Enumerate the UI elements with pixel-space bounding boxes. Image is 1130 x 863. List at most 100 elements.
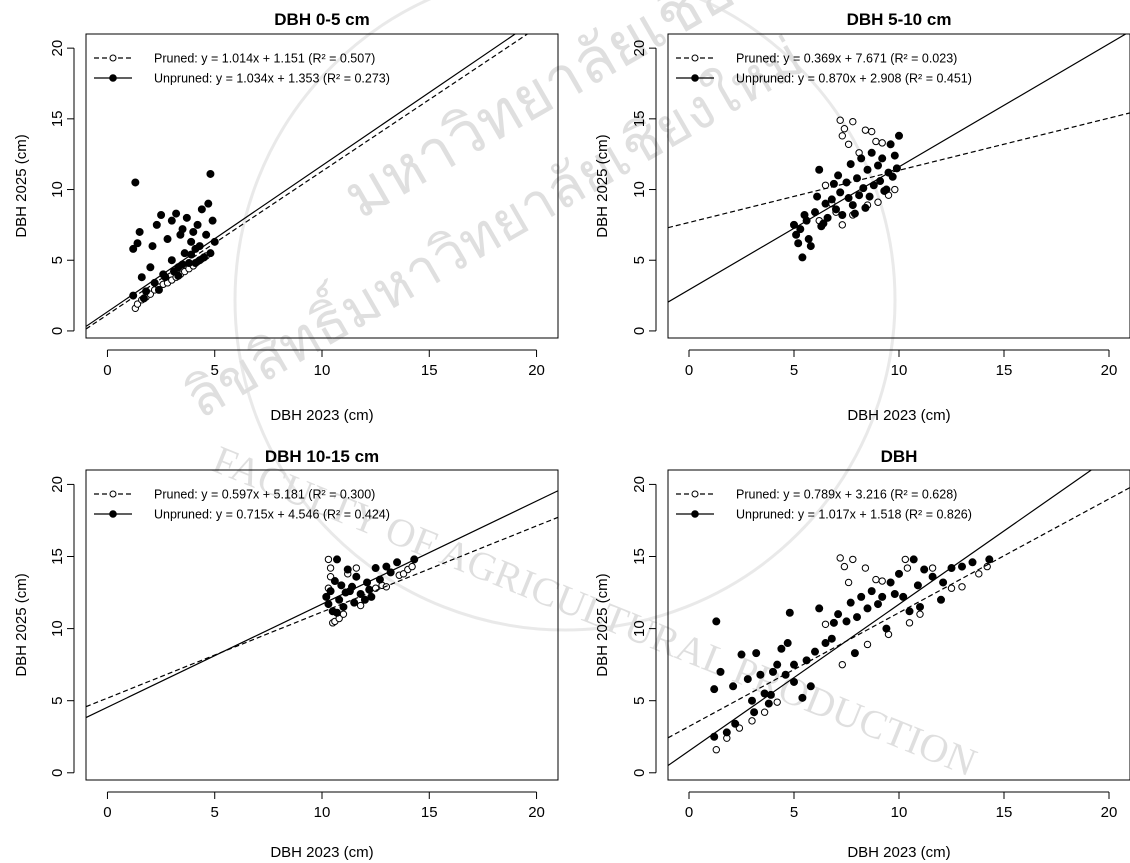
chart-title: DBH 10-15 cm bbox=[265, 447, 379, 466]
point-unpruned bbox=[806, 682, 815, 691]
legend-entry-unpruned: Unpruned: y = 0.870x + 2.908 (R² = 0.451… bbox=[736, 72, 972, 86]
point-pruned bbox=[928, 564, 937, 572]
point-unpruned bbox=[337, 581, 346, 590]
point-unpruned bbox=[197, 205, 206, 214]
chart-panel-1: DBH 0-5 cm 0 5 10 15 20 0 5 10 15 20 DBH 2023 (cm) D… bbox=[13, 10, 559, 424]
point-unpruned bbox=[743, 675, 752, 684]
point-unpruned bbox=[773, 660, 782, 669]
plot-area bbox=[668, 34, 1130, 303]
point-unpruned bbox=[790, 677, 799, 686]
point-unpruned bbox=[792, 230, 801, 239]
point-unpruned bbox=[137, 273, 146, 282]
point-pruned bbox=[861, 564, 870, 572]
point-unpruned bbox=[886, 578, 895, 587]
point-unpruned bbox=[781, 670, 790, 679]
point-unpruned bbox=[139, 294, 148, 303]
point-unpruned bbox=[769, 667, 778, 676]
point-pruned bbox=[836, 116, 844, 124]
point-unpruned bbox=[878, 592, 887, 601]
x-tick-label: 10 bbox=[314, 804, 331, 821]
point-unpruned bbox=[895, 131, 904, 140]
plot-frame bbox=[85, 469, 559, 781]
point-unpruned bbox=[853, 174, 862, 183]
chart-title: DBH 0-5 cm bbox=[274, 10, 369, 29]
x-tick-label: 5 bbox=[211, 362, 219, 379]
point-unpruned bbox=[371, 564, 380, 573]
point-pruned bbox=[408, 562, 416, 571]
point-unpruned bbox=[806, 242, 815, 251]
y-axis-label: DBH 2025 (cm) bbox=[13, 134, 30, 237]
x-axis-label: DBH 2023 (cm) bbox=[270, 844, 373, 861]
chart-panel-2: DBH 5-10 cm 0 5 10 15 20 0 5 10 15 20 DBH 2023 (cm)… bbox=[594, 10, 1130, 424]
y-tick-label: 0 bbox=[631, 769, 648, 777]
point-unpruned bbox=[712, 617, 721, 626]
point-pruned bbox=[133, 300, 142, 308]
y-tick-label: 0 bbox=[49, 769, 66, 777]
point-unpruned bbox=[857, 592, 866, 601]
y-axis-label: DBH 2025 (cm) bbox=[594, 134, 611, 237]
point-pruned bbox=[356, 601, 365, 610]
point-unpruned bbox=[827, 195, 836, 204]
point-unpruned bbox=[167, 256, 176, 265]
point-pruned bbox=[903, 564, 912, 572]
point-pruned bbox=[821, 620, 830, 628]
point-unpruned bbox=[360, 595, 369, 604]
point-unpruned bbox=[796, 225, 805, 234]
point-unpruned bbox=[867, 587, 876, 596]
x-tick-label: 20 bbox=[528, 804, 545, 821]
point-pruned bbox=[840, 125, 849, 133]
point-unpruned bbox=[352, 572, 361, 581]
point-pruned bbox=[874, 198, 882, 206]
point-pruned bbox=[868, 127, 876, 136]
point-unpruned bbox=[874, 161, 883, 170]
legend-marker-pruned bbox=[691, 54, 699, 62]
y-tick-label: 5 bbox=[631, 256, 648, 264]
point-unpruned bbox=[356, 590, 365, 599]
point-unpruned bbox=[888, 172, 897, 181]
point-unpruned bbox=[204, 199, 213, 208]
x-tick-label: 10 bbox=[891, 804, 908, 821]
legend-marker-unpruned bbox=[691, 74, 699, 82]
fit-line-unpruned bbox=[668, 34, 1127, 303]
x-tick-label: 0 bbox=[103, 362, 111, 379]
legend-marker-unpruned bbox=[109, 74, 117, 82]
point-unpruned bbox=[863, 165, 872, 174]
fit-line-pruned bbox=[668, 112, 1130, 229]
point-unpruned bbox=[146, 263, 155, 272]
point-unpruned bbox=[135, 227, 144, 236]
point-unpruned bbox=[813, 192, 822, 201]
point-unpruned bbox=[863, 604, 872, 613]
plot-frame bbox=[667, 33, 1130, 339]
point-unpruned bbox=[821, 639, 830, 648]
x-tick-label: 15 bbox=[421, 804, 438, 821]
y-tick-label: 20 bbox=[49, 476, 66, 493]
x-tick-label: 10 bbox=[891, 362, 908, 379]
x-tick-label: 5 bbox=[790, 362, 798, 379]
point-pruned bbox=[836, 554, 844, 562]
point-unpruned bbox=[850, 209, 859, 218]
x-tick-label: 15 bbox=[996, 804, 1013, 821]
point-unpruned bbox=[785, 608, 794, 617]
chart-title: DBH 5-10 cm bbox=[847, 10, 952, 29]
legend-entry-unpruned: Unpruned: y = 1.034x + 1.353 (R² = 0.273… bbox=[154, 72, 390, 86]
point-pruned bbox=[712, 746, 720, 754]
point-unpruned bbox=[968, 558, 977, 567]
point-unpruned bbox=[913, 581, 922, 590]
point-pruned bbox=[844, 140, 853, 148]
point-unpruned bbox=[163, 235, 172, 244]
plot-area bbox=[668, 470, 1130, 767]
x-tick-label: 20 bbox=[1101, 804, 1118, 821]
point-unpruned bbox=[333, 555, 342, 564]
point-pruned bbox=[983, 562, 991, 571]
point-unpruned bbox=[846, 598, 855, 607]
point-unpruned bbox=[842, 617, 851, 626]
point-unpruned bbox=[832, 205, 841, 214]
x-tick-label: 0 bbox=[685, 804, 693, 821]
point-unpruned bbox=[750, 708, 759, 717]
point-unpruned bbox=[764, 699, 773, 708]
point-unpruned bbox=[191, 259, 200, 268]
y-tick-label: 10 bbox=[631, 181, 648, 198]
point-pruned bbox=[748, 717, 756, 725]
legend-entry-pruned: Pruned: y = 1.014x + 1.151 (R² = 0.507) bbox=[154, 52, 375, 66]
y-tick-label: 20 bbox=[49, 40, 66, 57]
